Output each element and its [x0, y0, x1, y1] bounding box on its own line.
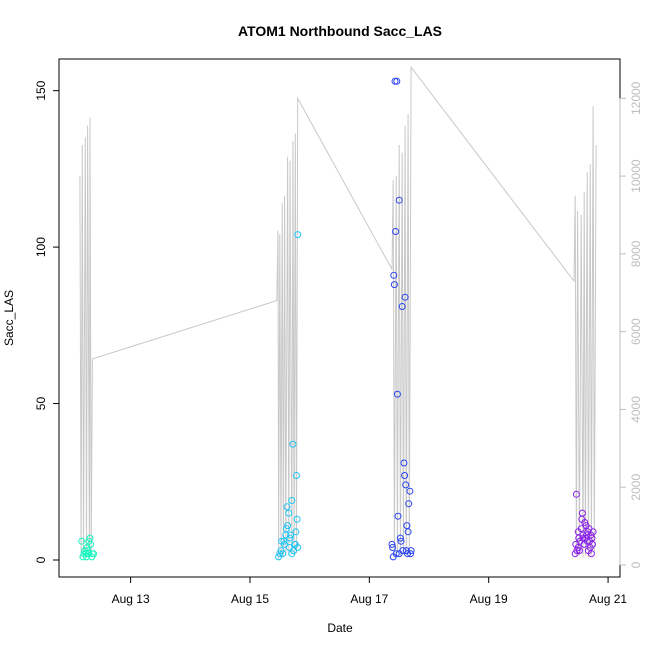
- data-point: [393, 390, 401, 398]
- data-point: [286, 534, 294, 542]
- data-point: [294, 544, 302, 551]
- x-tick-label: Aug 21: [589, 592, 627, 606]
- data-point: [574, 544, 582, 551]
- axes-layer: Aug 13 Aug 15 Aug 17 Aug 19 Aug 21 0 50 100 150 0…: [34, 80, 643, 606]
- data-point: [406, 487, 414, 495]
- data-point: [396, 534, 404, 542]
- data-point: [400, 459, 408, 467]
- data-point: [285, 509, 293, 517]
- data-point: [401, 472, 409, 479]
- secondary-line-layer: [79, 65, 597, 560]
- data-point: [583, 537, 591, 545]
- data-point: [392, 550, 400, 558]
- data-point: [394, 512, 402, 520]
- data-point: [280, 537, 288, 545]
- data-point: [389, 544, 397, 551]
- y2-tick-label: 0: [629, 561, 643, 568]
- data-point: [279, 550, 287, 558]
- data-point: [90, 550, 98, 558]
- data-point: [87, 540, 95, 548]
- data-point: [578, 509, 586, 517]
- y-tick-label: 100: [34, 237, 48, 257]
- y2-tick-label: 8000: [629, 240, 643, 267]
- data-point: [405, 500, 413, 508]
- x-tick-label: Aug 17: [350, 592, 388, 606]
- data-point: [399, 547, 407, 555]
- data-point: [581, 519, 589, 526]
- data-point: [407, 550, 414, 558]
- data-point: [293, 515, 301, 523]
- data-point: [283, 503, 291, 511]
- data-point: [282, 525, 290, 533]
- data-point: [392, 228, 400, 235]
- data-point: [395, 196, 403, 204]
- x-tick-label: Aug 13: [112, 592, 150, 606]
- data-point: [572, 490, 580, 498]
- y-tick-label: 0: [34, 556, 48, 563]
- y2-tick-label: 6000: [629, 318, 643, 345]
- y2-tick-label: 10000: [629, 159, 643, 193]
- data-point: [393, 77, 401, 85]
- data-point: [287, 531, 295, 539]
- data-point: [78, 537, 86, 545]
- y2-tick-label: 2000: [629, 474, 643, 501]
- data-point: [293, 472, 300, 479]
- data-point: [292, 528, 300, 536]
- data-point: [84, 547, 92, 555]
- data-point: [281, 540, 289, 548]
- data-point: [397, 537, 405, 545]
- data-point: [402, 481, 410, 489]
- data-point: [575, 547, 583, 555]
- y2-tick-label: 12000: [629, 81, 643, 115]
- data-point: [284, 522, 292, 530]
- data-point: [401, 293, 409, 301]
- data-point: [589, 540, 596, 548]
- plot-frame: [58, 58, 621, 578]
- y-axis-label: Sacc_LAS: [2, 290, 16, 346]
- points-layer: [78, 77, 597, 561]
- chart-title: ATOM1 Northbound Sacc_LAS: [238, 23, 442, 39]
- data-point: [589, 528, 597, 536]
- data-point: [573, 547, 581, 555]
- data-point: [289, 440, 297, 448]
- secondary-series-line: [79, 65, 597, 560]
- y-tick-label: 50: [34, 397, 48, 411]
- data-point: [390, 281, 398, 289]
- data-point: [276, 550, 284, 558]
- x-tick-label: Aug 19: [470, 592, 508, 606]
- data-point: [407, 547, 415, 555]
- x-axis-label: Date: [327, 621, 353, 635]
- data-point: [294, 231, 302, 239]
- data-point: [398, 303, 406, 310]
- data-point: [390, 271, 398, 279]
- data-point: [404, 528, 412, 536]
- data-point: [388, 540, 396, 548]
- data-point: [288, 497, 296, 504]
- x-tick-label: Aug 15: [231, 592, 269, 606]
- data-point: [577, 525, 585, 533]
- y-tick-label: 150: [34, 80, 48, 100]
- data-point: [587, 550, 595, 558]
- y2-tick-label: 4000: [629, 396, 643, 423]
